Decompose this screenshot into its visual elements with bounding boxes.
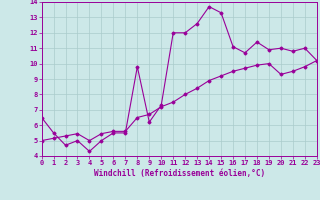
X-axis label: Windchill (Refroidissement éolien,°C): Windchill (Refroidissement éolien,°C) xyxy=(94,169,265,178)
